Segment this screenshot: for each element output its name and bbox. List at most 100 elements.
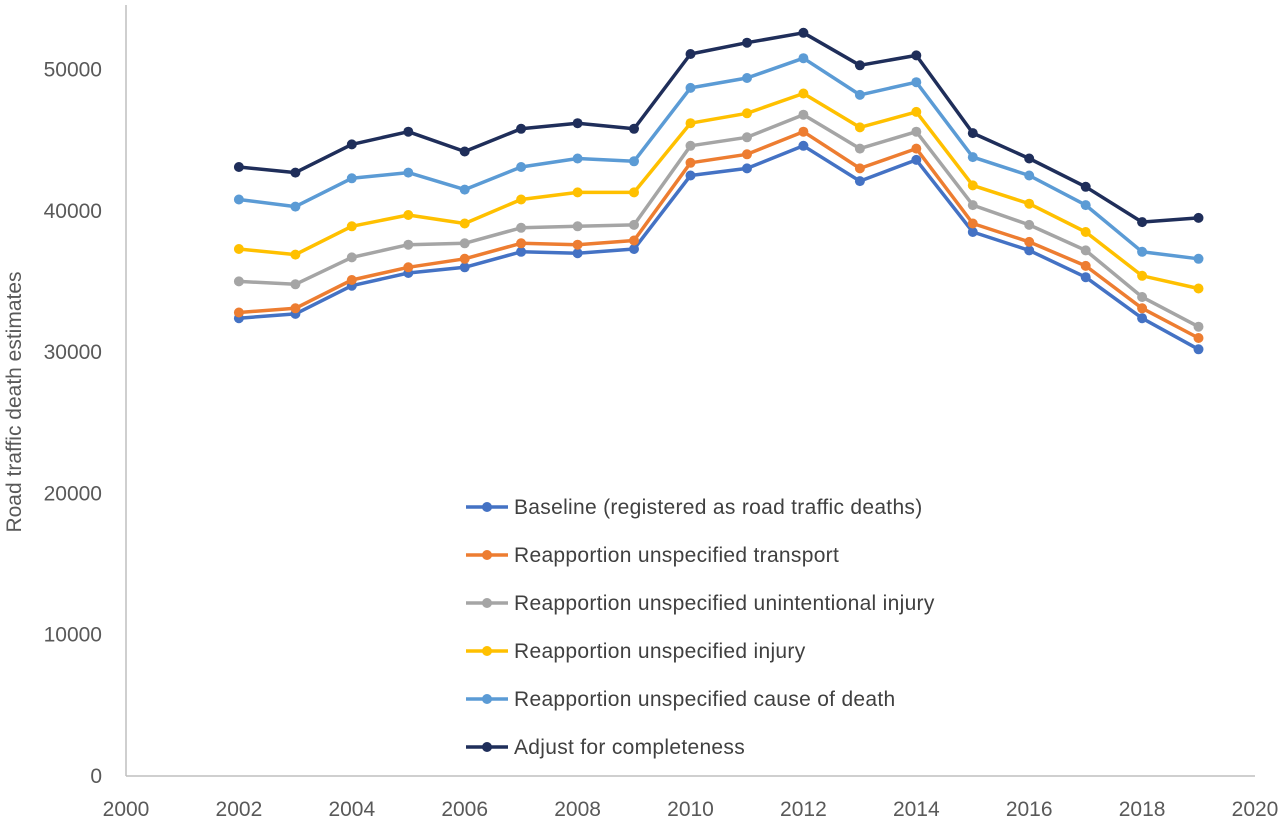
series-line: [238, 31, 1199, 224]
data-point: [516, 194, 527, 205]
data-point: [967, 218, 978, 229]
data-point: [572, 248, 583, 259]
x-tick-label: 2002: [216, 798, 263, 820]
legend-swatch-marker: [482, 742, 492, 752]
legend-item: Reapportion unspecified injury: [466, 640, 806, 663]
axes: [125, 5, 1255, 777]
data-point: [967, 180, 978, 191]
data-point: [516, 222, 527, 233]
data-point: [742, 37, 752, 48]
data-point: [742, 163, 752, 174]
data-point: [798, 109, 809, 120]
data-point: [1024, 219, 1035, 230]
data-point: [459, 218, 470, 229]
data-point: [854, 143, 865, 154]
data-point: [572, 187, 583, 198]
data-point: [798, 88, 809, 99]
data-point: [459, 146, 470, 157]
y-tick-label: 50000: [44, 59, 102, 82]
data-point: [742, 108, 752, 119]
data-point: [290, 279, 301, 290]
series-line: [238, 91, 1199, 291]
y-tick-label: 20000: [44, 482, 102, 505]
data-point: [911, 126, 922, 137]
data-point: [403, 262, 414, 273]
data-point: [854, 60, 865, 71]
data-point: [1080, 200, 1091, 211]
y-tick-label: 30000: [44, 341, 102, 364]
data-point: [1080, 181, 1091, 192]
series-6: [233, 27, 1204, 228]
data-point: [572, 153, 583, 164]
legend-label: Baseline (registered as road traffic dea…: [514, 496, 923, 519]
x-tick-label: 2006: [441, 798, 488, 820]
data-point: [233, 276, 244, 287]
series-line: [238, 144, 1200, 351]
data-point: [346, 275, 357, 285]
data-point: [403, 239, 414, 250]
data-point: [742, 149, 752, 160]
data-point: [1080, 227, 1091, 237]
data-point: [233, 244, 244, 254]
series-2: [233, 126, 1204, 343]
data-point: [1024, 245, 1035, 256]
data-point: [1024, 236, 1035, 247]
legend-item: Adjust for completeness: [466, 736, 745, 759]
legend-label: Reapportion unspecified cause of death: [514, 688, 896, 711]
data-point: [1137, 313, 1148, 324]
data-point: [911, 143, 922, 154]
data-point: [685, 49, 696, 59]
series-line: [238, 129, 1200, 340]
data-point: [1137, 246, 1148, 257]
x-tick-label: 2018: [1119, 798, 1166, 820]
data-point: [1193, 344, 1204, 355]
legend-label: Reapportion unspecified injury: [514, 640, 806, 663]
data-point: [854, 176, 865, 187]
data-point: [798, 140, 809, 151]
data-point: [685, 140, 696, 151]
data-point: [685, 82, 696, 93]
data-point: [459, 238, 470, 249]
data-point: [742, 73, 752, 83]
data-point: [911, 50, 922, 61]
y-tick-label: 10000: [44, 624, 102, 647]
data-point: [1024, 153, 1035, 164]
data-point: [854, 163, 865, 174]
data-point: [1080, 260, 1091, 271]
data-point: [1024, 198, 1035, 209]
data-point: [459, 253, 470, 264]
data-point: [685, 157, 696, 168]
data-point: [1024, 170, 1035, 181]
legend-label: Reapportion unspecified transport: [514, 544, 839, 567]
data-point: [233, 307, 244, 318]
data-point: [629, 244, 639, 254]
legend-item: Reapportion unspecified unintentional in…: [466, 592, 935, 615]
data-point: [629, 123, 639, 134]
data-point: [572, 221, 583, 232]
data-point: [459, 262, 470, 273]
data-point: [629, 156, 639, 167]
data-point: [290, 249, 301, 260]
series-line: [238, 112, 1200, 329]
data-point: [290, 167, 301, 178]
data-point: [346, 252, 357, 263]
data-point: [516, 246, 527, 257]
x-tick-label: 2008: [554, 798, 601, 820]
x-tick-label: 2004: [328, 798, 375, 820]
legend-swatch-marker: [482, 646, 492, 656]
legend-swatch-marker: [482, 598, 492, 608]
x-tick-labels: 2000 2002 2004 2006 2008 2010 2012 2014 2016 2018…: [103, 798, 1279, 820]
data-point: [572, 118, 583, 129]
data-point: [459, 184, 470, 195]
data-point: [854, 122, 865, 133]
data-point: [629, 187, 639, 198]
series-4: [233, 88, 1204, 294]
data-point: [967, 200, 978, 211]
data-point: [516, 123, 527, 134]
y-axis-title: Road traffic death estimates: [3, 271, 26, 532]
legend-item: Baseline (registered as road traffic dea…: [466, 496, 923, 519]
data-point: [798, 126, 809, 137]
data-point: [967, 227, 978, 237]
